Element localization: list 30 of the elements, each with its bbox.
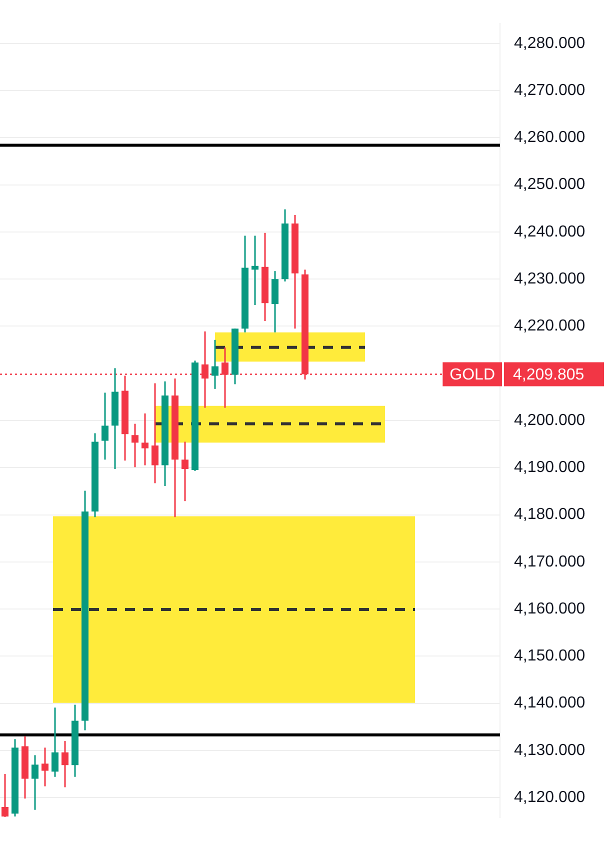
y-tick-label: 4,130.000	[514, 742, 586, 759]
y-tick-label: 4,150.000	[514, 648, 586, 665]
candlestick	[182, 440, 188, 502]
candlestick	[102, 392, 108, 460]
y-tick-label: 4,190.000	[514, 459, 586, 476]
y-tick-label: 4,260.000	[514, 129, 586, 146]
y-tick-label: 4,230.000	[514, 270, 586, 288]
y-tick-label: 4,200.000	[514, 412, 586, 429]
candlestick	[142, 412, 148, 466]
y-tick-label: 4,280.000	[514, 34, 586, 52]
y-tick-label: 4,250.000	[514, 176, 586, 194]
y-tick-label: 4,120.000	[514, 789, 586, 806]
y-tick-label: 4,220.000	[514, 318, 586, 335]
candlestick	[152, 382, 158, 484]
ref-line-label: GOLD	[450, 366, 495, 384]
y-tick-label: 4,140.000	[514, 694, 586, 712]
candlestick	[32, 754, 38, 811]
candlestick	[252, 234, 258, 306]
candlestick	[2, 773, 8, 818]
y-tick-label: 4,270.000	[514, 82, 586, 99]
y-tick-label: 4,170.000	[514, 553, 586, 570]
y-tick-label: 4,240.000	[514, 223, 586, 240]
candlestick	[42, 746, 48, 788]
candlestick	[212, 339, 218, 390]
candlestick	[132, 423, 138, 468]
y-tick-label: 4,180.000	[514, 506, 586, 524]
candlestick	[52, 706, 58, 778]
text: 4,209.805	[513, 366, 584, 384]
candlestick	[62, 740, 68, 788]
y-tick-label: 4,160.000	[514, 600, 586, 618]
